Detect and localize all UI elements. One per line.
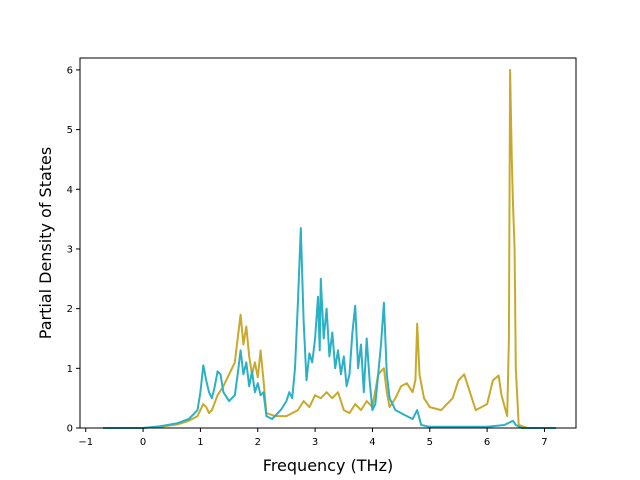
x-tick-label: 2: [255, 437, 261, 448]
plot-area: [80, 58, 576, 428]
series-layer: [102, 68, 556, 429]
axes-frame: [79, 57, 577, 429]
x-axis-ticks: −1 0 1 2 3 4 5 6 7: [78, 428, 548, 448]
x-tick-label: −1: [78, 437, 93, 448]
series-line-1: [102, 68, 556, 429]
y-tick-label: 2: [67, 304, 73, 315]
y-tick-label: 5: [67, 125, 73, 136]
x-tick-label: 1: [197, 437, 203, 448]
x-tick-label: 3: [312, 437, 318, 448]
x-tick-label: 5: [427, 437, 433, 448]
x-tick-label: 7: [541, 437, 547, 448]
series-line-2: [102, 227, 556, 429]
y-tick-label: 4: [67, 185, 73, 196]
y-tick-label: 0: [67, 424, 73, 435]
y-tick-label: 1: [67, 364, 73, 375]
y-axis-ticks: 0 1 2 3 4 5 6: [67, 65, 80, 435]
x-axis-label: Frequency (THz): [263, 456, 393, 475]
y-tick-label: 3: [67, 244, 73, 255]
x-tick-label: 6: [484, 437, 490, 448]
y-tick-label: 6: [67, 65, 73, 76]
axes-background: [80, 58, 576, 428]
x-tick-label: 4: [369, 437, 375, 448]
y-axis-label: Partial Density of States: [36, 147, 55, 339]
x-tick-label: 0: [140, 437, 146, 448]
